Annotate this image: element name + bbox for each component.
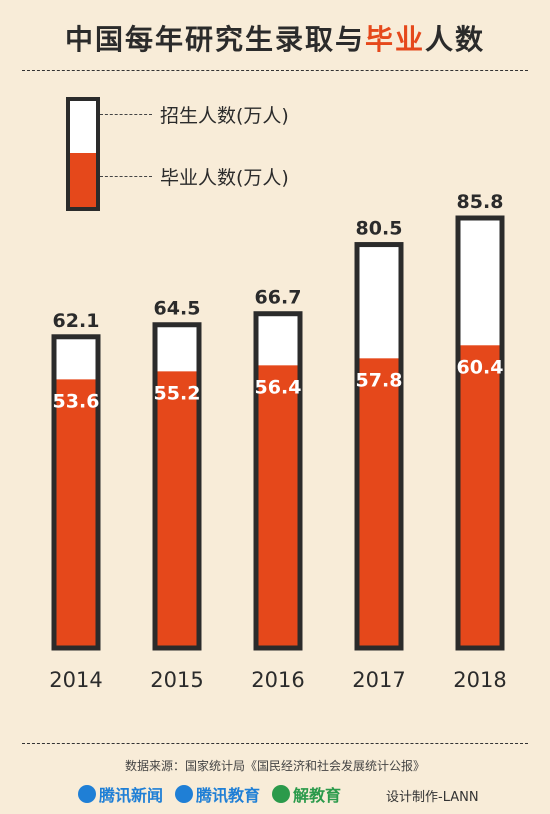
- bar-outline: [253, 311, 303, 651]
- grad-value-label: 55.2: [154, 382, 201, 404]
- bar-grad: [256, 365, 300, 648]
- legend-leader-grad: [100, 176, 152, 177]
- tencent-edu-icon: [175, 785, 194, 803]
- enroll-value-label: 62.1: [53, 310, 100, 332]
- grad-value-label: 57.8: [356, 369, 403, 391]
- bar-grad: [155, 371, 199, 648]
- year-tick-label: 2016: [251, 668, 304, 692]
- partner-logo: 解教育: [272, 782, 341, 806]
- bar-outline: [455, 215, 505, 651]
- designer-credit: 设计制作-LANN: [386, 790, 479, 805]
- bar-grad: [54, 379, 98, 648]
- grad-value-label: 56.4: [255, 376, 302, 398]
- tencent-news-icon: [78, 785, 96, 803]
- footer-divider: [22, 743, 528, 744]
- bar-outline: [354, 242, 404, 651]
- bar-chart: 62.1 53.6 2014 64.5 55.2 2015 66.7 56.4 2016 80.5…: [49, 191, 506, 692]
- year-tick-label: 2017: [352, 668, 405, 692]
- legend-swatch-fill: [70, 153, 96, 207]
- enroll-value-label: 80.5: [356, 218, 403, 240]
- partner-logo-text: 腾讯教育: [196, 786, 261, 805]
- page-title: 中国每年研究生录取与毕业人数: [0, 18, 550, 58]
- grad-value-label: 60.4: [457, 356, 504, 378]
- legend-label-enroll: 招生人数(万人): [160, 105, 289, 127]
- title-divider: [22, 70, 528, 71]
- year-tick-label: 2014: [49, 668, 102, 692]
- enroll-value-label: 85.8: [457, 191, 504, 213]
- bar-outline: [152, 322, 202, 651]
- legend-leader-enroll: [100, 114, 152, 115]
- grad-value-label: 53.6: [53, 390, 100, 412]
- bar-grad: [458, 345, 502, 648]
- title-highlight: 毕业: [364, 23, 425, 56]
- partner-logo-text: 解教育: [293, 786, 342, 805]
- enroll-value-label: 64.5: [154, 298, 201, 320]
- year-tick-label: 2018: [453, 668, 506, 692]
- legend-label-grad: 毕业人数(万人): [160, 167, 289, 189]
- data-source: 数据来源：国家统计局《国民经济和社会发展统计公报》: [124, 759, 425, 773]
- year-tick-label: 2015: [150, 668, 203, 692]
- legend-swatch: [66, 97, 100, 211]
- jie-edu-icon: [272, 785, 291, 803]
- bar-outline: [51, 334, 101, 651]
- partner-logo: 腾讯教育: [175, 782, 260, 806]
- title-part1: 中国每年研究生录取与: [64, 23, 365, 56]
- bar-grad: [357, 358, 401, 648]
- enroll-value-label: 66.7: [255, 287, 302, 309]
- partner-logo-text: 腾讯新闻: [99, 786, 164, 805]
- partner-logo: 腾讯新闻: [78, 782, 163, 806]
- partner-logos: 腾讯新闻 腾讯教育 解教育: [78, 781, 341, 807]
- title-part2: 人数: [425, 23, 486, 56]
